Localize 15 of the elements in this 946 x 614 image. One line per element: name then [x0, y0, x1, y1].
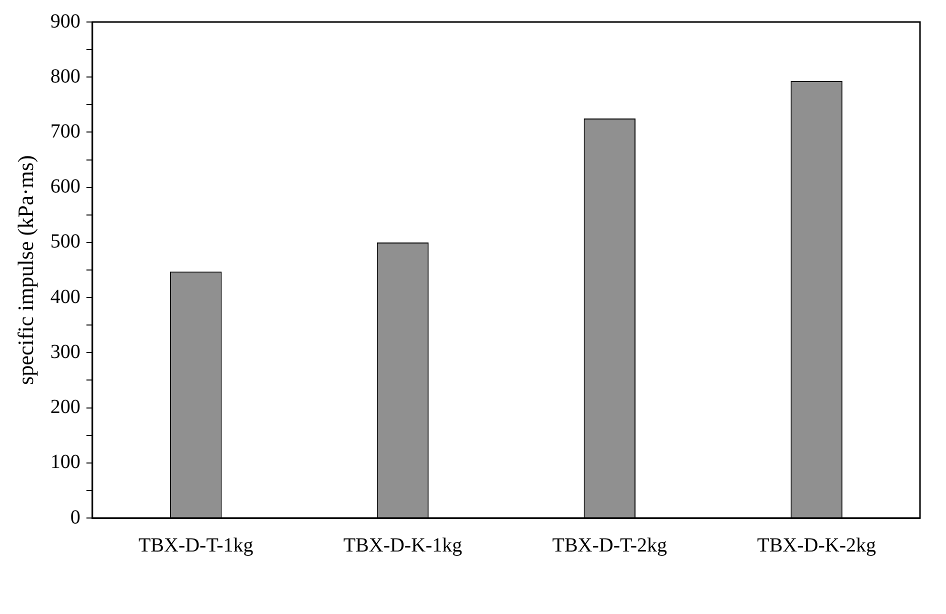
- y-tick-label: 400: [50, 286, 80, 308]
- y-tick-label: 700: [50, 120, 80, 142]
- y-tick-label: 600: [50, 176, 80, 198]
- y-tick-label: 100: [50, 451, 80, 474]
- y-tick-label: 500: [50, 230, 80, 253]
- y-tick-label: 300: [50, 340, 80, 363]
- y-tick-label: 800: [50, 65, 80, 88]
- y-tick-label: 900: [50, 10, 80, 32]
- x-tick-label: TBX-D-K-1kg: [343, 534, 462, 556]
- y-axis-title: specific impulse (kPa·ms): [12, 155, 38, 385]
- x-tick-label: TBX-D-T-2kg: [552, 534, 668, 556]
- y-tick-label: 0: [70, 506, 80, 528]
- y-tick-label: 200: [50, 396, 80, 418]
- x-tick-label: TBX-D-K-2kg: [757, 534, 876, 556]
- x-tick-label: TBX-D-T-1kg: [138, 534, 254, 556]
